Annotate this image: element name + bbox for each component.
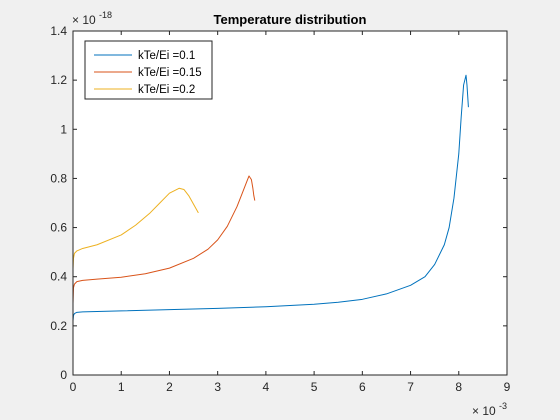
x-tick-label: 4 (263, 380, 270, 394)
y-axis: 0 0.2 0.4 0.6 0.8 1 1.2 1.4 (50, 24, 507, 382)
x-axis: 0 1 2 3 4 5 6 7 8 9 (70, 31, 511, 394)
y-tick-label: 1.4 (50, 24, 67, 38)
x-exponent-base: × 10 (472, 404, 496, 418)
y-tick-label: 1.2 (50, 73, 67, 87)
x-tick-label: 5 (311, 380, 318, 394)
series-line-3 (72, 187, 199, 270)
y-tick-label: 0.8 (50, 171, 67, 185)
legend-label-2: kTe/Ei =0.15 (138, 67, 202, 79)
series-line-1 (72, 74, 469, 321)
x-tick-label: 6 (359, 380, 366, 394)
y-exponent-base: × 10 (72, 13, 96, 27)
x-tick-label: 0 (70, 380, 77, 394)
legend: kTe/Ei =0.1 kTe/Ei =0.15 kTe/Ei =0.2 (84, 40, 213, 100)
y-tick-label: 0.6 (50, 221, 67, 235)
y-exponent-power: -18 (99, 10, 112, 20)
chart-title: Temperature distribution (214, 12, 367, 27)
series-layer (72, 74, 469, 321)
x-tick-label: 8 (455, 380, 462, 394)
x-tick-label: 9 (504, 380, 511, 394)
series-line-2 (72, 175, 256, 304)
x-exponent-power: -3 (499, 401, 507, 411)
legend-items: kTe/Ei =0.1 kTe/Ei =0.15 kTe/Ei =0.2 (94, 50, 202, 96)
y-tick-label: 0.4 (50, 270, 67, 284)
y-tick-label: 0.2 (50, 319, 67, 333)
x-tick-label: 2 (166, 380, 173, 394)
y-tick-label: 0 (60, 368, 67, 382)
x-tick-label: 7 (407, 380, 414, 394)
y-exponent-label: × 10 -18 (72, 10, 112, 27)
legend-label-3: kTe/Ei =0.2 (138, 84, 195, 96)
x-tick-label: 1 (118, 380, 125, 394)
axes-box (72, 30, 508, 376)
legend-label-1: kTe/Ei =0.1 (138, 50, 195, 62)
x-exponent-label: × 10 -3 (472, 401, 507, 418)
x-tick-label: 3 (214, 380, 221, 394)
y-tick-label: 1 (60, 122, 67, 136)
